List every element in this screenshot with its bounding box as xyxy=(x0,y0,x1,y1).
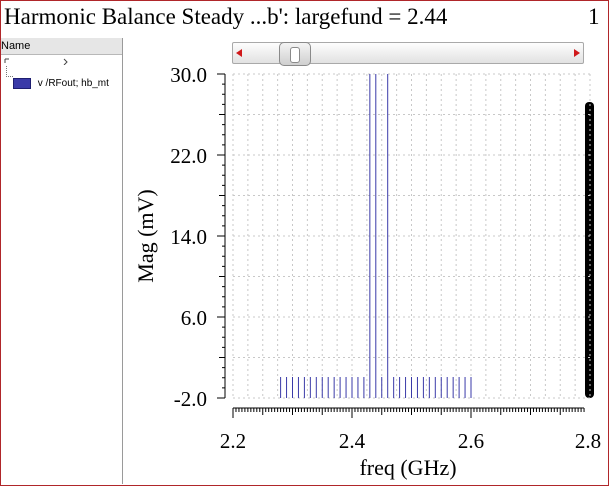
x-tick-label: 2.2 xyxy=(220,429,246,453)
plot-title: Harmonic Balance Steady ...b': largefund… xyxy=(4,4,448,29)
x-tick-label: 2.6 xyxy=(458,429,484,453)
y-tick-label: 6.0 xyxy=(181,306,207,330)
trace-browser-panel: Name v /RFout; hb_mt xyxy=(1,38,123,484)
left-chevron-icon xyxy=(4,58,9,63)
right-arrow-icon[interactable] xyxy=(574,49,580,57)
sidebar-scrollbar[interactable] xyxy=(3,57,69,65)
x-scrollbar[interactable] xyxy=(232,42,584,66)
x-tick-label: 2.4 xyxy=(339,429,366,453)
x-axis-label: freq (GHz) xyxy=(359,455,456,480)
grid xyxy=(232,73,591,399)
right-chevron-icon xyxy=(63,58,68,65)
y-axis-label: Mag (mV) xyxy=(133,189,158,282)
trace-item[interactable]: v /RFout; hb_mt xyxy=(13,77,109,91)
y-tick-label: 30.0 xyxy=(170,63,207,87)
scrollbar-thumb[interactable] xyxy=(279,42,311,66)
page-number: 1 xyxy=(588,4,600,29)
trace-color-swatch xyxy=(13,77,31,89)
axis-ticks xyxy=(217,73,585,418)
tree-connector xyxy=(6,66,13,77)
y-tick-label: 22.0 xyxy=(170,144,207,168)
axis-labels: 30.0 22.0 14.0 6.0 -2.0 2.2 2.4 2.6 2.8 xyxy=(170,63,601,453)
grip-icon xyxy=(290,47,300,63)
y-tick-label: -2.0 xyxy=(174,387,207,411)
left-arrow-icon[interactable] xyxy=(236,49,242,57)
column-header-name[interactable]: Name xyxy=(1,38,122,55)
trace-label: v /RFout; hb_mt xyxy=(37,78,109,89)
y-tick-label: 14.0 xyxy=(170,225,207,249)
x-tick-label: 2.8 xyxy=(575,429,601,453)
spectrum-bars xyxy=(280,74,472,398)
